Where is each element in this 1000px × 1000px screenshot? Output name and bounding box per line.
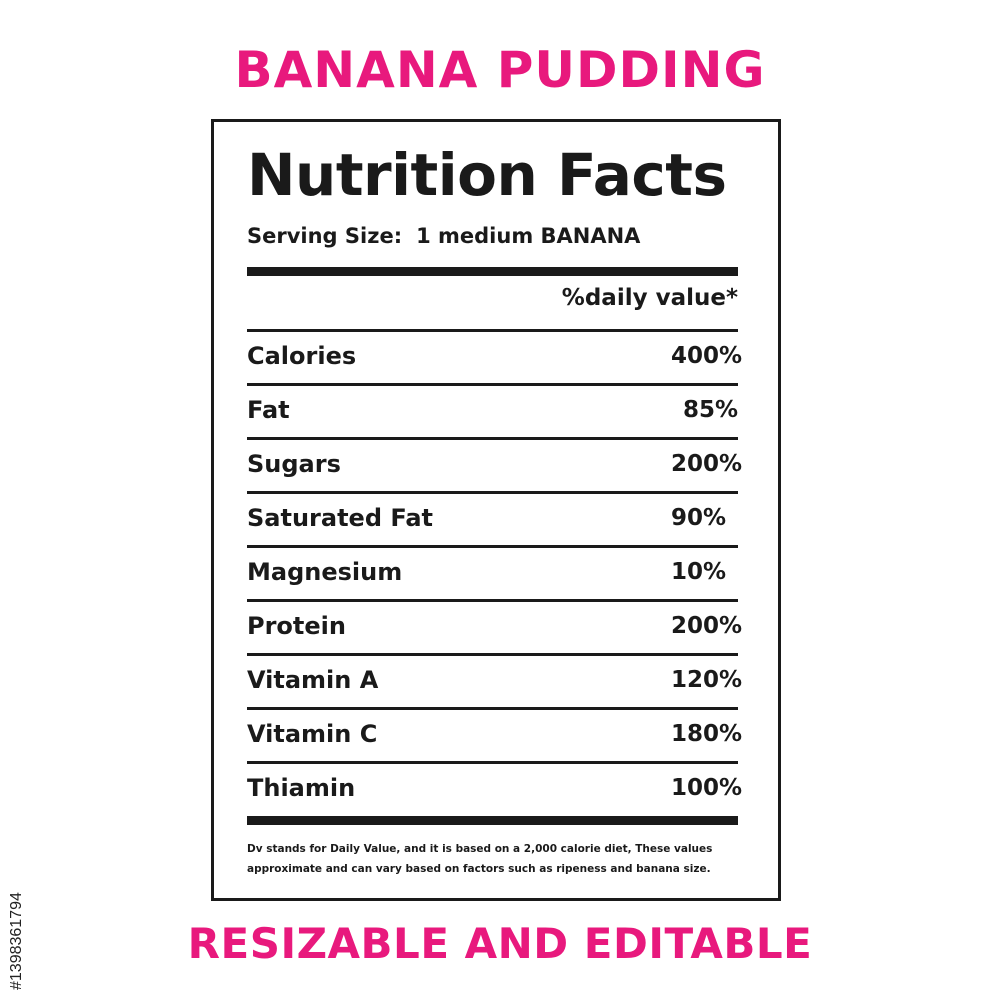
page-title: BANANA PUDDING xyxy=(234,41,766,99)
nutrient-name: Vitamin A xyxy=(247,666,379,694)
divider xyxy=(247,653,738,656)
nutrient-row-thiamin: Thiamin 100% xyxy=(247,763,751,814)
divider xyxy=(247,761,738,764)
divider xyxy=(247,491,738,494)
nutrient-row-sugars: Sugars 200% xyxy=(247,439,751,490)
nutrient-value: 90% xyxy=(671,505,727,531)
footer-title: RESIZABLE AND EDITABLE xyxy=(187,919,813,968)
nutrition-label: Nutrition Facts Serving Size: 1 medium BA… xyxy=(211,119,781,901)
divider xyxy=(247,599,738,602)
nutrient-name: Vitamin C xyxy=(247,720,378,748)
nutrient-row-protein: Protein 200% xyxy=(247,601,751,652)
divider xyxy=(247,437,738,440)
thick-divider-bottom xyxy=(247,816,738,825)
nutrient-name: Sugars xyxy=(247,450,341,478)
divider xyxy=(247,545,738,548)
nutrient-value: 10% xyxy=(671,559,727,585)
nutrient-row-vitamin-a: Vitamin A 120% xyxy=(247,655,751,706)
serving-size-label: Serving Size: xyxy=(247,224,403,248)
nutrient-row-saturated-fat: Saturated Fat 90% xyxy=(247,493,751,544)
nutrient-name: Magnesium xyxy=(247,558,403,586)
nutrient-row-vitamin-c: Vitamin C 180% xyxy=(247,709,751,760)
serving-size-value: 1 medium BANANA xyxy=(416,224,641,248)
divider xyxy=(247,329,738,332)
stock-id: #1398361794 xyxy=(8,892,25,990)
nutrient-value: 85% xyxy=(683,397,739,423)
divider xyxy=(247,383,738,386)
nutrient-name: Saturated Fat xyxy=(247,504,434,532)
footnote-line: approximate and can vary based on factor… xyxy=(247,863,711,875)
footnote-line: Dv stands for Daily Value, and it is bas… xyxy=(247,843,713,855)
nutrient-value: 100% xyxy=(671,775,743,801)
nutrient-row-magnesium: Magnesium 10% xyxy=(247,547,751,598)
footnote: Dv stands for Daily Value, and it is bas… xyxy=(247,839,757,879)
nutrient-row-calories: Calories 400% xyxy=(247,331,751,382)
daily-value-header: %daily value* xyxy=(561,285,738,311)
nutrient-name: Protein xyxy=(247,612,346,640)
nutrient-value: 120% xyxy=(671,667,743,693)
nutrient-name: Thiamin xyxy=(247,774,356,802)
serving-size: Serving Size: 1 medium BANANA xyxy=(247,222,640,250)
nutrient-value: 200% xyxy=(671,451,743,477)
nutrition-facts-heading: Nutrition Facts xyxy=(247,141,727,209)
nutrient-name: Calories xyxy=(247,342,357,370)
nutrient-value: 200% xyxy=(671,613,743,639)
thick-divider-top xyxy=(247,267,738,276)
nutrient-row-fat: Fat 85% xyxy=(247,385,751,436)
nutrient-value: 180% xyxy=(671,721,743,747)
divider xyxy=(247,707,738,710)
nutrient-name: Fat xyxy=(247,396,290,424)
nutrient-value: 400% xyxy=(671,343,743,369)
